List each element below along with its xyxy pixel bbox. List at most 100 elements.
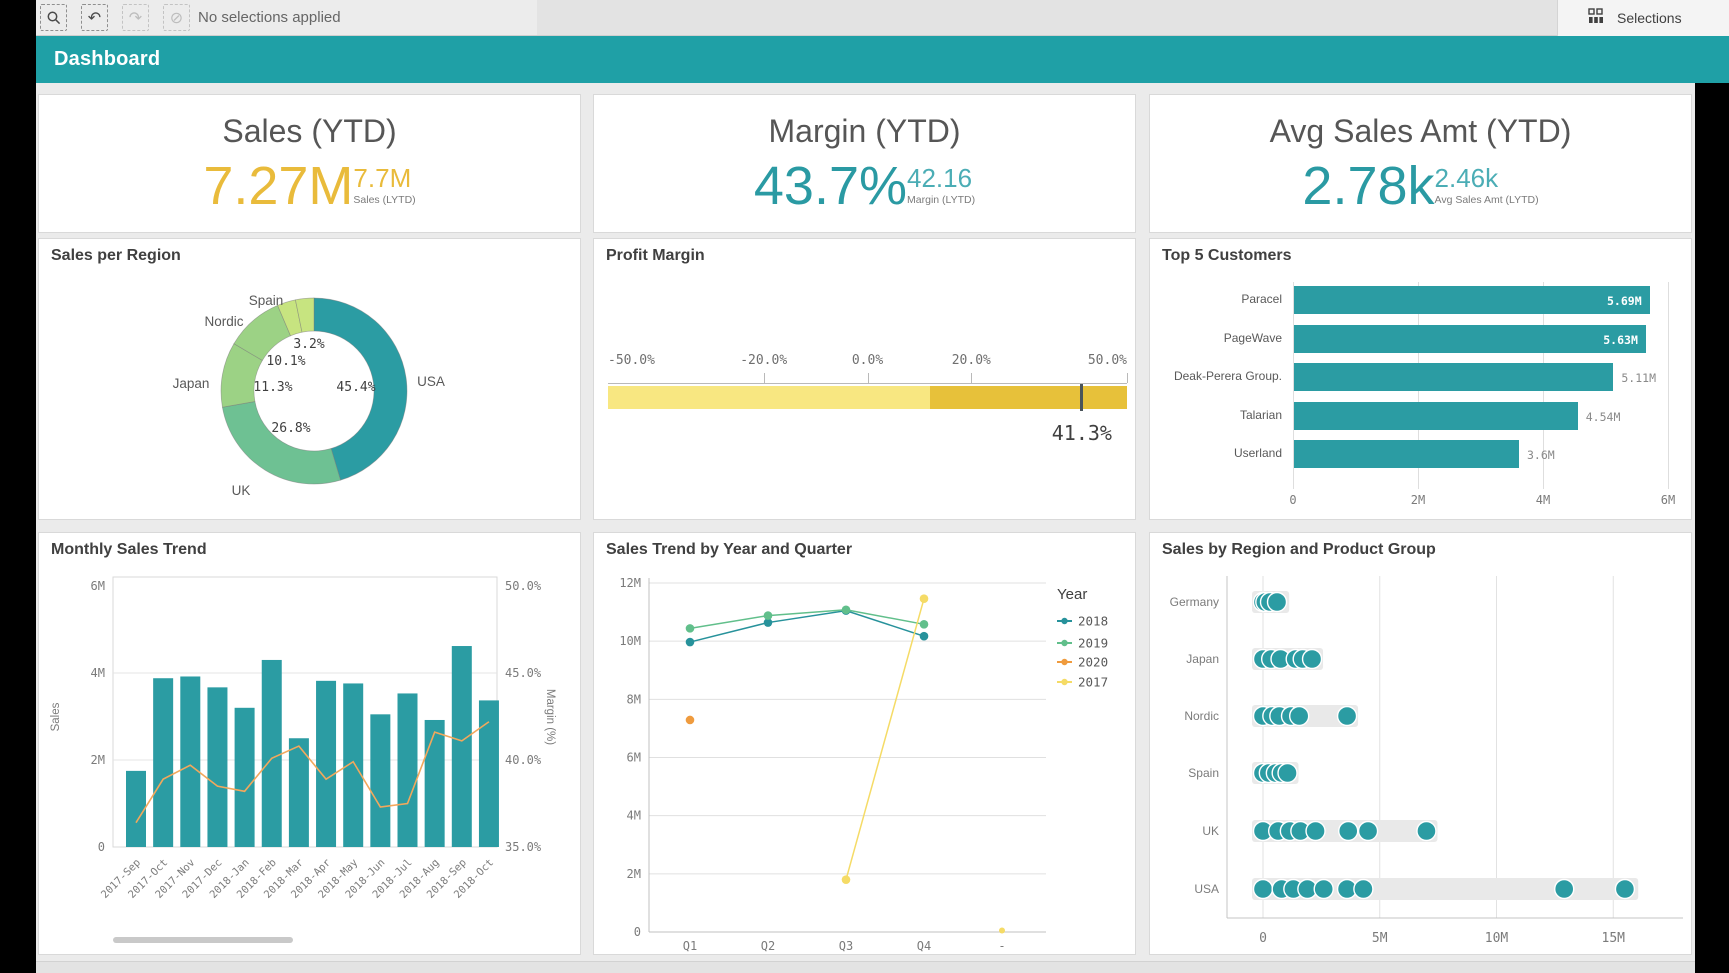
svg-text:Japan: Japan <box>1186 652 1219 666</box>
panel-monthly-sales-trend: Monthly Sales Trend 6M 4M 2M 0 50.0% 45.0% 40.… <box>38 532 581 955</box>
sales-trend-line-chart[interactable]: 12M 10M 8M 6M 4M 2M 0 Q1 Q2 Q3 Q4 - Year 2018 2019 2020… <box>594 533 1135 954</box>
kpi-sales-ytd[interactable]: Sales (YTD) 7.27M 7.7M Sales (LYTD) <box>38 94 581 233</box>
svg-text:4M: 4M <box>627 809 641 823</box>
panel-sales-per-region: Sales per Region 45.4% USA 26.8% UK 11.3% Jap… <box>38 238 581 520</box>
svg-text:UK: UK <box>1202 824 1219 838</box>
svg-text:Q3: Q3 <box>839 939 853 953</box>
svg-text:5M: 5M <box>1372 931 1388 946</box>
svg-text:2M: 2M <box>627 867 641 881</box>
svg-text:50.0%: 50.0% <box>505 579 542 593</box>
kpi-secondary-value: 2.46k <box>1434 163 1499 193</box>
panel-top-5-customers: Top 5 Customers 0 2M 4M 6M Paracel 5.69M PageW… <box>1149 238 1692 520</box>
svg-text:Spain: Spain <box>1188 766 1219 780</box>
horizontal-scrollbar[interactable] <box>113 937 293 943</box>
svg-text:0: 0 <box>634 925 641 939</box>
svg-text:11.3%: 11.3% <box>253 380 292 395</box>
kpi-value: 43.7% <box>753 156 908 216</box>
svg-text:6M: 6M <box>91 579 105 593</box>
svg-text:10.1%: 10.1% <box>266 354 305 369</box>
monthly-sales-trend-combo-chart[interactable]: 6M 4M 2M 0 50.0% 45.0% 40.0% 35.0% 2017-Sep 2017-… <box>39 533 580 954</box>
kpi-secondary-value: 42.16 <box>907 163 973 193</box>
svg-text:Margin (%): Margin (%) <box>544 689 556 745</box>
bar-PageWave <box>1294 324 1646 353</box>
page-bottom-strip <box>36 961 1695 973</box>
profit-margin-gauge[interactable]: -50.0% -20.0% 0.0% 20.0% 50.0% 41.3% <box>608 353 1128 445</box>
kpi-avg-sales-amt-ytd[interactable]: Avg Sales Amt (YTD) 2.78k 2.46k Avg Sale… <box>1149 94 1692 233</box>
panel-title: Sales Trend by Year and Quarter <box>606 541 853 558</box>
svg-text:45.0%: 45.0% <box>505 666 542 680</box>
panel-sales-by-region-product-group: Sales by Region and Product Group 0 5M 10M… <box>1149 532 1692 955</box>
panel-profit-margin: Profit Margin -50.0% -20.0% 0.0% 20.0% 50.0%… <box>593 238 1136 520</box>
kpi-secondary-value: 7.7M <box>353 163 412 193</box>
letterbox-left <box>0 0 36 973</box>
svg-text:Japan: Japan <box>173 376 210 391</box>
panel-title: Top 5 Customers <box>1162 247 1292 264</box>
svg-text:6M: 6M <box>627 751 641 765</box>
svg-text:-: - <box>998 939 1005 953</box>
svg-text:10M: 10M <box>619 634 641 648</box>
gauge-value-label: 41.3% <box>1051 421 1112 445</box>
svg-text:Germany: Germany <box>1170 595 1219 609</box>
svg-text:15M: 15M <box>1602 931 1626 946</box>
toolbar-left-section <box>36 0 537 35</box>
kpi-title: Avg Sales Amt (YTD) <box>1269 113 1572 149</box>
svg-text:USA: USA <box>417 374 445 389</box>
kpi-secondary-label: Avg Sales Amt (LYTD) <box>1434 193 1539 206</box>
svg-text:Q2: Q2 <box>761 939 775 953</box>
svg-text:8M: 8M <box>627 692 641 706</box>
panel-title: Sales per Region <box>51 247 181 264</box>
svg-text:Nordic: Nordic <box>204 314 243 329</box>
panel-title: Sales by Region and Product Group <box>1162 541 1436 558</box>
svg-text:10M: 10M <box>1485 931 1509 946</box>
svg-text:35.0%: 35.0% <box>505 840 542 854</box>
svg-text:Q1: Q1 <box>683 939 697 953</box>
top-5-customers-bar-chart[interactable]: 0 2M 4M 6M Paracel 5.69M PageWave 5.63M Deak-Per… <box>1150 239 1691 519</box>
panel-title: Profit Margin <box>606 247 705 264</box>
svg-text:3.2%: 3.2% <box>293 337 324 352</box>
kpi-title: Sales (YTD) <box>222 113 397 149</box>
svg-text:UK: UK <box>232 483 251 498</box>
kpi-value: 7.27M <box>203 156 354 216</box>
selections-button[interactable]: Selections <box>1557 0 1729 36</box>
bar-Talarian <box>1294 401 1578 430</box>
step-back-icon[interactable]: ↶ <box>81 4 108 31</box>
svg-text:2017: 2017 <box>1078 675 1108 690</box>
kpi-margin-ytd[interactable]: Margin (YTD) 43.7% 42.16 Margin (LYTD) <box>593 94 1136 233</box>
sales-by-region-distribution-chart[interactable]: 0 5M 10M 15M Germany Japan Nordic Spain UK USA <box>1150 533 1691 954</box>
step-forward-icon[interactable]: ↷ <box>122 4 149 31</box>
svg-text:40.0%: 40.0% <box>505 753 542 767</box>
svg-text:Spain: Spain <box>249 293 284 308</box>
smart-search-icon[interactable] <box>40 4 67 31</box>
svg-text:0: 0 <box>1259 931 1267 946</box>
svg-text:4M: 4M <box>91 666 105 680</box>
kpi-secondary-label: Margin (LYTD) <box>907 193 976 206</box>
clear-selections-icon[interactable]: ⊘ <box>163 4 190 31</box>
bar-Paracel <box>1294 286 1650 314</box>
sales-per-region-donut-chart[interactable]: 45.4% USA 26.8% UK 11.3% Japan 10.1% Nordic 3.2%… <box>39 239 580 519</box>
svg-text:Q4: Q4 <box>917 939 931 953</box>
svg-text:45.4%: 45.4% <box>336 380 375 395</box>
bar-Userland <box>1294 440 1519 468</box>
svg-text:Sales: Sales <box>50 702 62 731</box>
svg-text:Nordic: Nordic <box>1184 709 1219 723</box>
svg-text:0: 0 <box>98 840 105 854</box>
panel-title: Monthly Sales Trend <box>51 541 207 558</box>
kpi-title: Margin (YTD) <box>768 113 961 149</box>
sheet-title-bar: Dashboard <box>36 36 1729 83</box>
kpi-value: 2.78k <box>1302 156 1435 216</box>
sheet-grid: Sales (YTD) 7.27M 7.7M Sales (LYTD) Marg… <box>36 83 1695 973</box>
svg-text:Year: Year <box>1057 586 1087 603</box>
svg-text:12M: 12M <box>619 576 641 590</box>
svg-text:2020: 2020 <box>1078 655 1108 670</box>
svg-text:USA: USA <box>1194 882 1219 896</box>
selections-message: No selections applied <box>198 9 341 26</box>
selections-tool-icon <box>1588 7 1605 29</box>
panel-sales-trend-by-year-quarter: Sales Trend by Year and Quarter 12M 10M 8M… <box>593 532 1136 955</box>
svg-text:2018: 2018 <box>1078 614 1108 629</box>
svg-text:26.8%: 26.8% <box>271 421 310 436</box>
svg-text:2M: 2M <box>91 753 105 767</box>
selection-toolbar: ↶ ↷ ⊘ No selections applied Selections <box>36 0 1729 36</box>
sheet-title: Dashboard <box>54 48 161 70</box>
svg-text:2019: 2019 <box>1078 636 1108 651</box>
kpi-secondary-label: Sales (LYTD) <box>353 193 416 206</box>
